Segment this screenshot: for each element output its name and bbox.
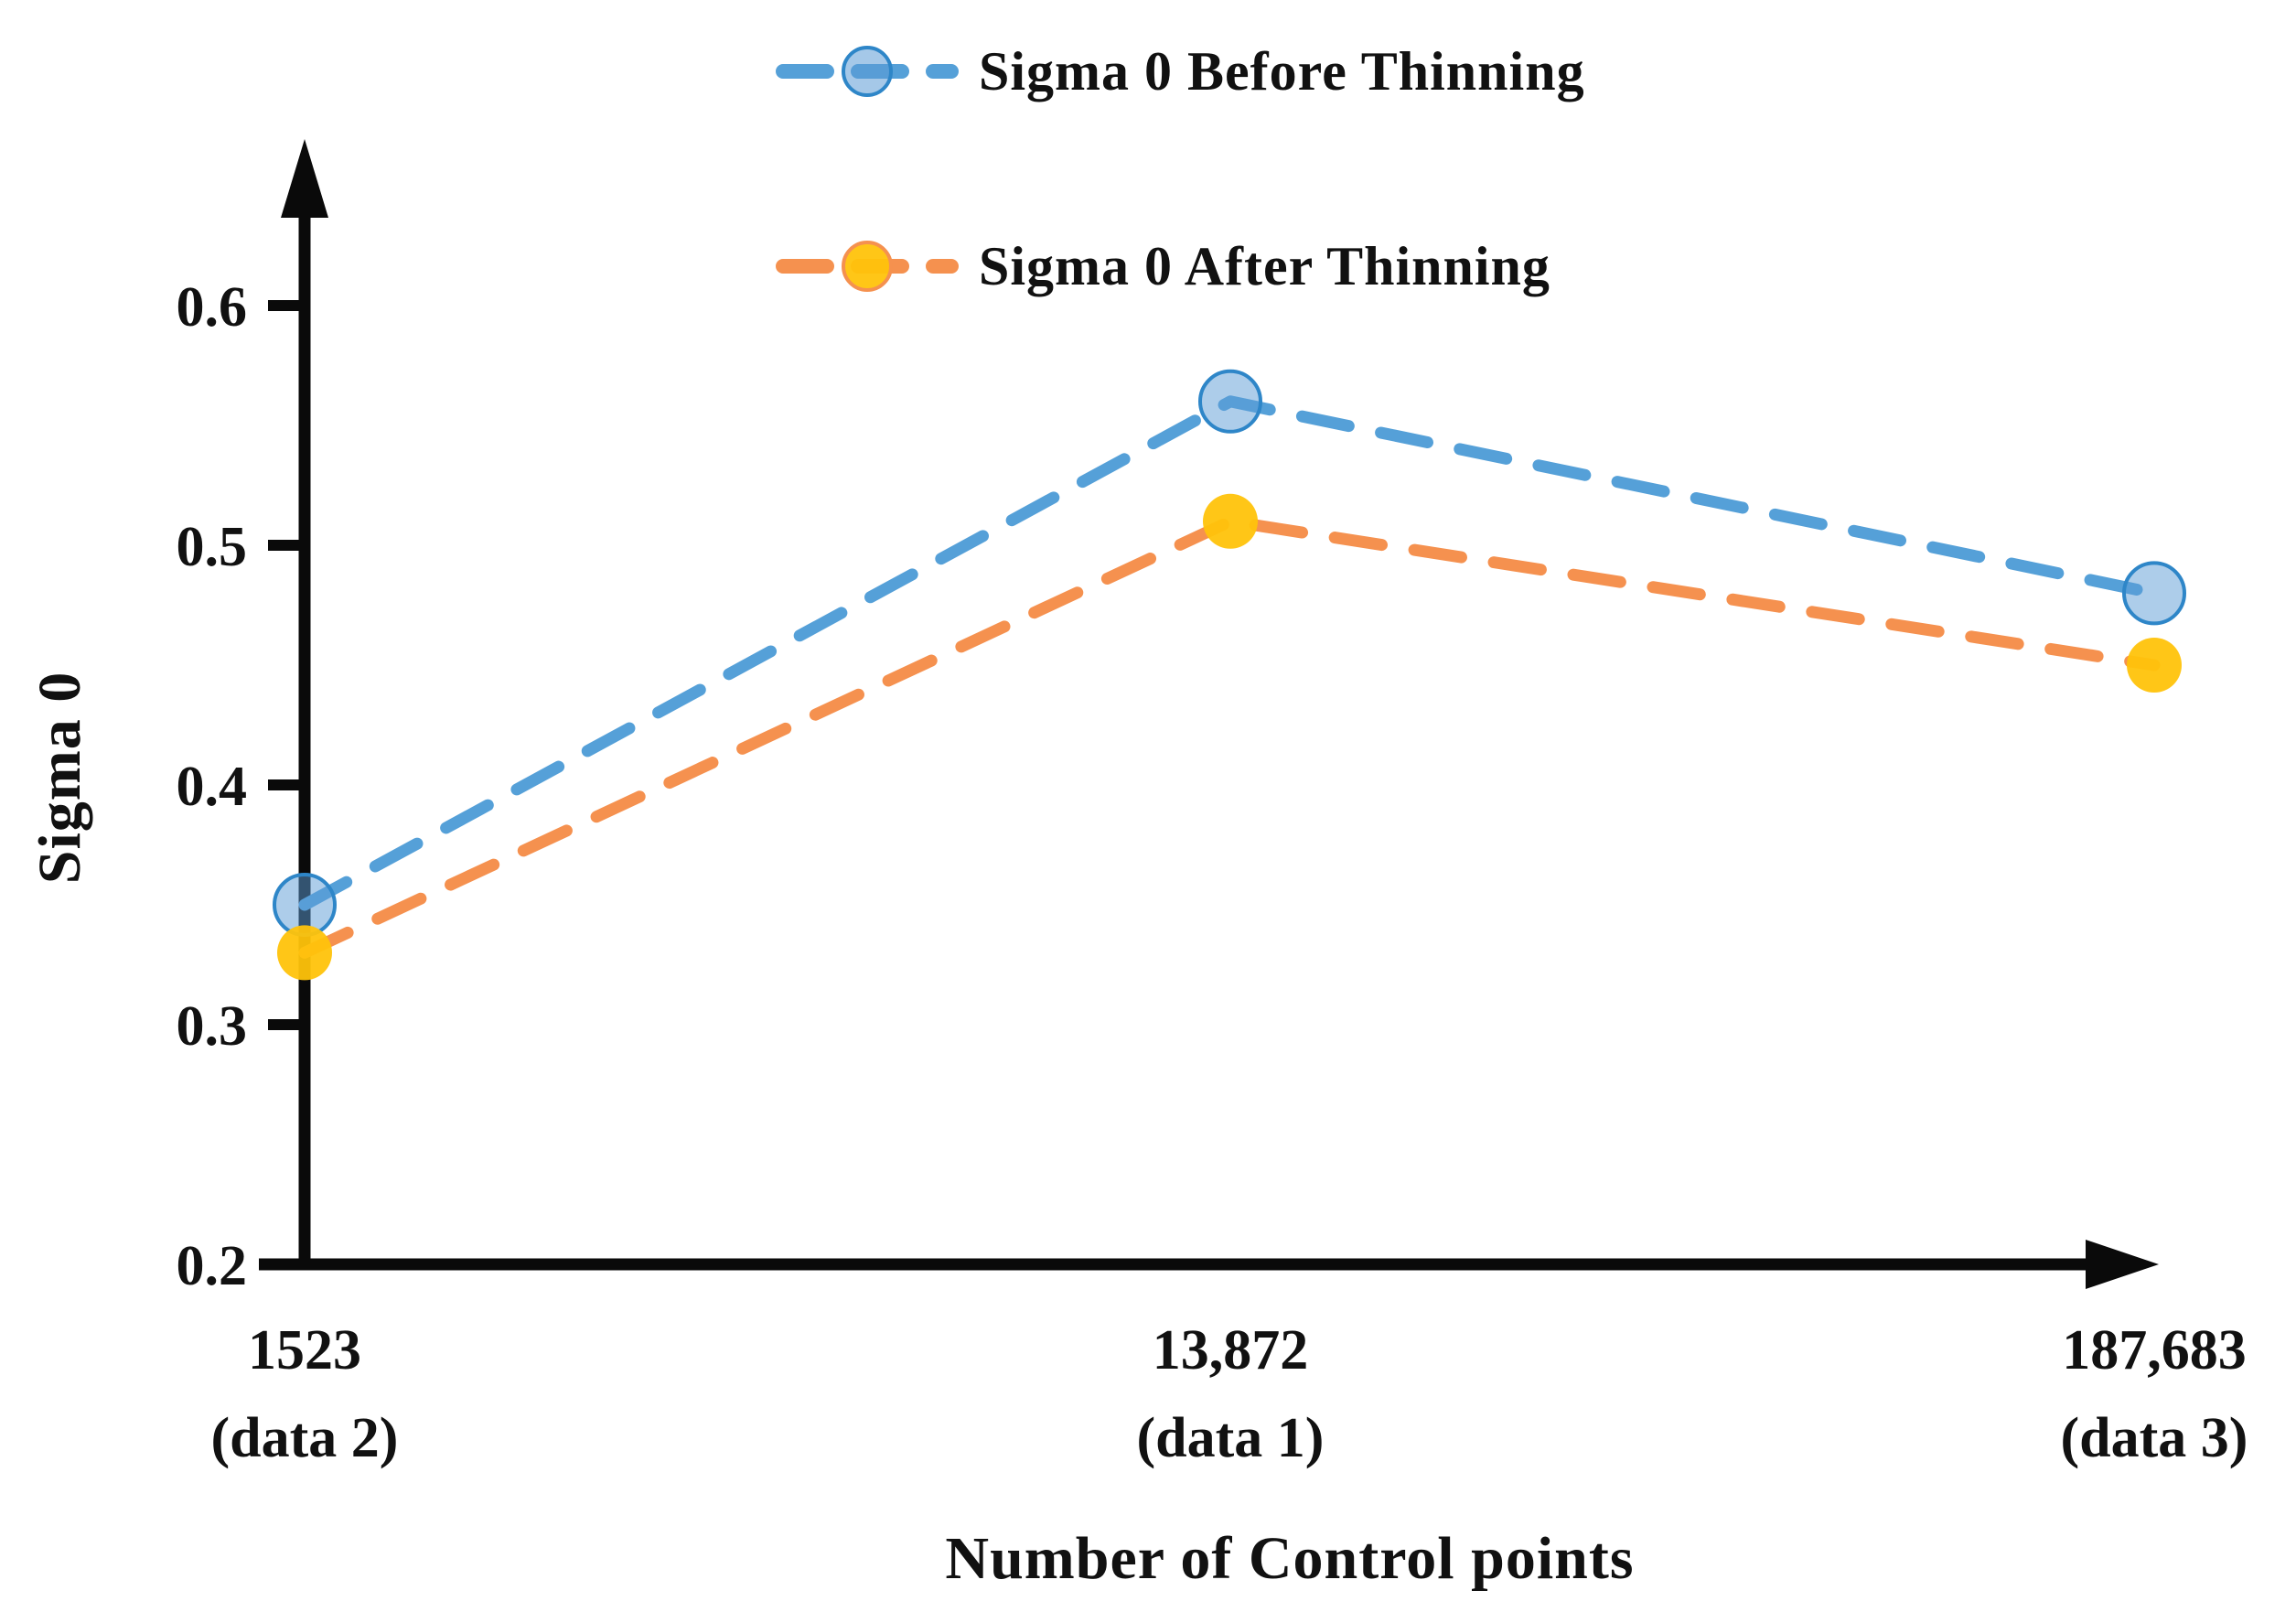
y-tick-label-0.5: 0.5 (177, 516, 248, 578)
series-line-after (298, 515, 2161, 959)
x-category-label-1: 13,872 (1153, 1319, 1309, 1381)
data-point-before-2 (2122, 561, 2186, 626)
x-axis-arrow-icon (2086, 1240, 2159, 1289)
data-point-after-2 (2127, 638, 2182, 693)
y-axis-title: Sigma 0 (27, 671, 93, 885)
data-point-after-0 (277, 925, 332, 981)
data-point-after-1 (1203, 493, 1258, 549)
x-category-sublabel-1: (data 1) (1137, 1407, 1325, 1469)
x-category-sublabel-2: (data 3) (2061, 1407, 2248, 1469)
y-tick-label-0.2: 0.2 (177, 1235, 248, 1297)
legend-entry-after: Sigma 0 After Thinning (776, 220, 1585, 312)
y-tick-label-0.3: 0.3 (177, 995, 248, 1058)
y-axis-arrow-icon (281, 139, 328, 218)
y-tick-label-0.4: 0.4 (177, 756, 248, 818)
legend-marker-before-icon (776, 46, 959, 97)
y-tick-label-0.6: 0.6 (177, 276, 248, 339)
legend-entry-before: Sigma 0 Before Thinning (776, 26, 1585, 117)
x-category-label-0: 1523 (248, 1319, 361, 1381)
legend-label-before: Sigma 0 Before Thinning (979, 40, 1585, 102)
legend-marker-after-icon (776, 241, 959, 292)
legend-label-after: Sigma 0 After Thinning (979, 235, 1550, 296)
data-point-before-1 (1198, 369, 1262, 434)
series-line-before (298, 395, 2161, 911)
x-axis-title: Number of Control points (945, 1525, 1635, 1592)
x-category-sublabel-0: (data 2) (211, 1407, 399, 1469)
chart-legend: Sigma 0 Before Thinning Sigma 0 After Th… (776, 26, 1585, 312)
x-category-label-2: 187,683 (2062, 1319, 2247, 1381)
